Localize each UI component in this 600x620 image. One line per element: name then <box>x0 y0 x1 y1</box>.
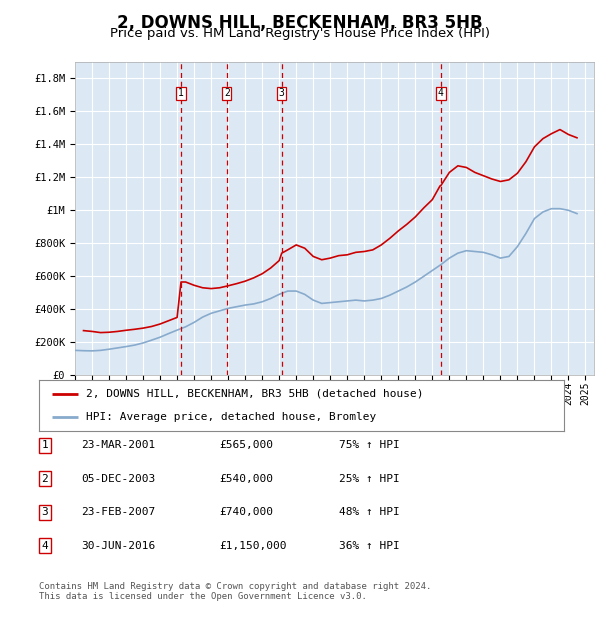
Text: 30-JUN-2016: 30-JUN-2016 <box>81 541 155 551</box>
Text: Contains HM Land Registry data © Crown copyright and database right 2024.
This d: Contains HM Land Registry data © Crown c… <box>39 582 431 601</box>
Text: 23-MAR-2001: 23-MAR-2001 <box>81 440 155 450</box>
Text: 48% ↑ HPI: 48% ↑ HPI <box>339 507 400 517</box>
Text: 05-DEC-2003: 05-DEC-2003 <box>81 474 155 484</box>
Text: 25% ↑ HPI: 25% ↑ HPI <box>339 474 400 484</box>
Text: £1,150,000: £1,150,000 <box>219 541 287 551</box>
Text: 3: 3 <box>279 88 284 99</box>
Text: 2: 2 <box>224 88 230 99</box>
Text: 1: 1 <box>41 440 49 450</box>
Text: £740,000: £740,000 <box>219 507 273 517</box>
Text: Price paid vs. HM Land Registry's House Price Index (HPI): Price paid vs. HM Land Registry's House … <box>110 27 490 40</box>
Text: 36% ↑ HPI: 36% ↑ HPI <box>339 541 400 551</box>
Text: 3: 3 <box>41 507 49 517</box>
Text: 2: 2 <box>41 474 49 484</box>
Text: 4: 4 <box>41 541 49 551</box>
Text: 1: 1 <box>178 88 184 99</box>
Text: 4: 4 <box>438 88 444 99</box>
Text: 2, DOWNS HILL, BECKENHAM, BR3 5HB: 2, DOWNS HILL, BECKENHAM, BR3 5HB <box>117 14 483 32</box>
Text: HPI: Average price, detached house, Bromley: HPI: Average price, detached house, Brom… <box>86 412 377 422</box>
Text: 23-FEB-2007: 23-FEB-2007 <box>81 507 155 517</box>
Text: £565,000: £565,000 <box>219 440 273 450</box>
Text: 2, DOWNS HILL, BECKENHAM, BR3 5HB (detached house): 2, DOWNS HILL, BECKENHAM, BR3 5HB (detac… <box>86 389 424 399</box>
Text: 75% ↑ HPI: 75% ↑ HPI <box>339 440 400 450</box>
Text: £540,000: £540,000 <box>219 474 273 484</box>
